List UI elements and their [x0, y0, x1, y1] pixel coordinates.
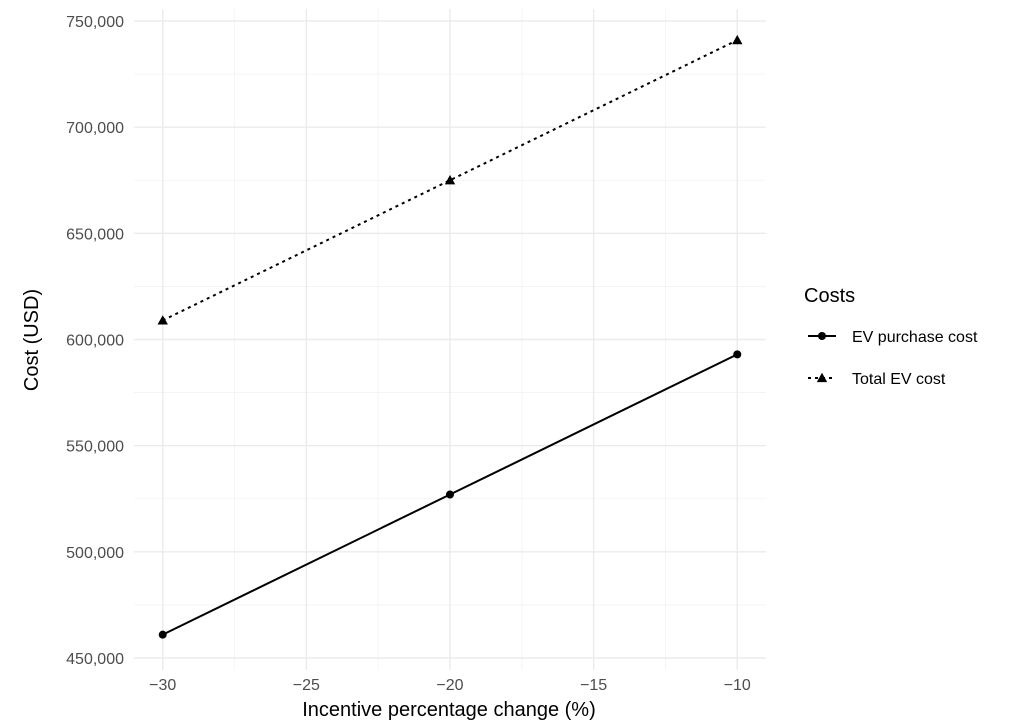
legend-label: EV purchase cost — [852, 329, 978, 346]
series-layer — [157, 34, 743, 639]
y-axis-ticks: 450,000 500,000 550,000 600,000 650,000 700,0… — [66, 14, 124, 668]
x-tick-label: −25 — [293, 677, 320, 694]
y-tick-label: 650,000 — [66, 226, 124, 243]
legend-title: Costs — [804, 285, 855, 307]
x-tick-label: −15 — [580, 677, 607, 694]
x-tick-label: −10 — [724, 677, 751, 694]
legend-key-marker — [818, 332, 826, 340]
series-line-total-ev-cost — [162, 39, 738, 322]
x-tick-label: −20 — [436, 677, 463, 694]
legend-key-marker — [816, 372, 828, 383]
y-tick-label: 500,000 — [66, 545, 124, 562]
y-tick-label: 600,000 — [66, 333, 124, 350]
series-ev-purchase-cost — [158, 350, 742, 639]
legend-item-total-ev-cost: Total EV cost — [808, 371, 946, 388]
legend-items: EV purchase cost Total EV cost — [808, 329, 978, 388]
grid — [134, 9, 766, 670]
data-point-ev-purchase-cost — [733, 350, 742, 359]
y-tick-label: 700,000 — [66, 120, 124, 137]
y-tick-label: 550,000 — [66, 439, 124, 456]
x-axis-ticks: −30 −25 −20 −15 −10 — [149, 677, 751, 694]
legend: Costs EV purchase cost Total EV cost — [804, 285, 978, 388]
x-axis-title: Incentive percentage change (%) — [302, 699, 596, 721]
data-point-ev-purchase-cost — [446, 490, 454, 499]
legend-item-ev-purchase-cost: EV purchase cost — [808, 329, 978, 346]
series-total-ev-cost — [157, 34, 743, 325]
data-point-ev-purchase-cost — [158, 630, 167, 639]
y-tick-label: 450,000 — [66, 651, 124, 668]
x-tick-label: −30 — [149, 677, 176, 694]
data-point-total-ev-cost — [732, 34, 743, 45]
data-point-total-ev-cost — [157, 315, 168, 325]
y-tick-label: 750,000 — [66, 14, 124, 31]
data-point-total-ev-cost — [444, 175, 456, 185]
legend-label: Total EV cost — [852, 371, 946, 388]
y-axis-title: Cost (USD) — [21, 289, 43, 391]
